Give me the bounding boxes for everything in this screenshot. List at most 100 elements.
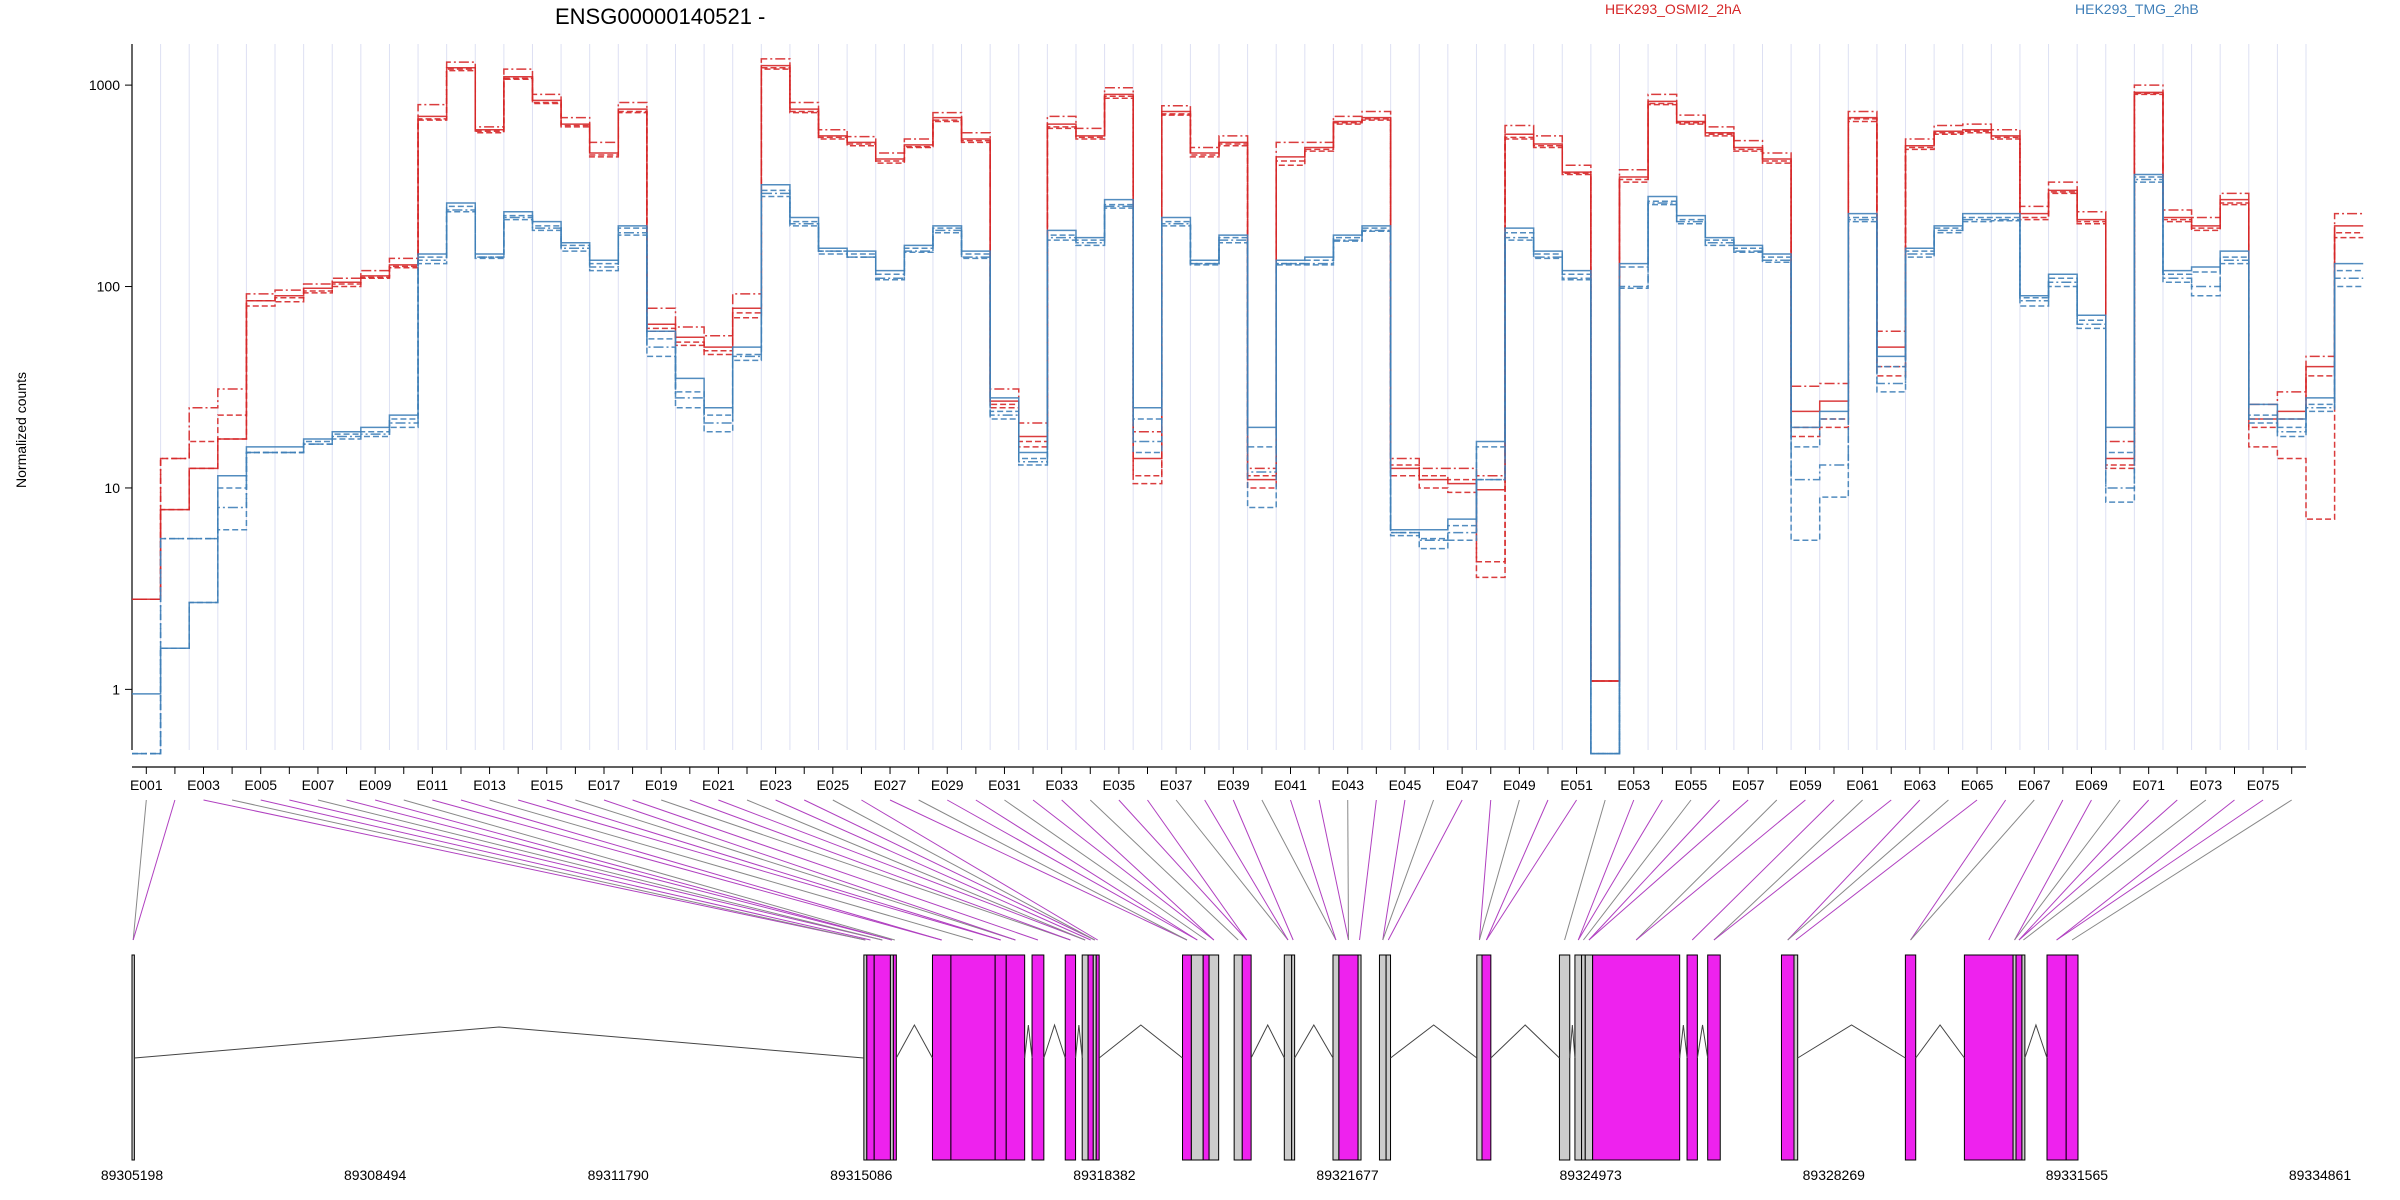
- intron-line: [1915, 1024, 1965, 1059]
- exon-connector: [1290, 799, 1337, 941]
- exon-block: [131, 954, 135, 1161]
- y-tick-label: 1: [112, 681, 120, 697]
- exon-block: [2065, 954, 2079, 1161]
- x-tick-label: E043: [1331, 777, 1364, 793]
- exon-block: [1780, 954, 1795, 1161]
- exon-connector: [1988, 799, 2064, 941]
- exon-connector: [1564, 799, 1606, 941]
- exon-block: [1005, 954, 1026, 1161]
- intron-line: [1043, 1023, 1066, 1059]
- exon-connector: [632, 799, 1039, 941]
- x-tick-label: E055: [1675, 777, 1708, 793]
- x-tick-label: E063: [1903, 777, 1936, 793]
- exon-connector: [575, 799, 1016, 941]
- exon-connector: [432, 799, 942, 941]
- axes: [131, 44, 2306, 768]
- exon-block: [1793, 954, 1799, 1161]
- series-lines: [132, 58, 2364, 755]
- exon-connector: [1588, 799, 1749, 941]
- intron-line: [1098, 1024, 1183, 1059]
- exon-connector: [746, 799, 1086, 941]
- x-tick-label: E013: [473, 777, 506, 793]
- exon-block: [1233, 954, 1243, 1161]
- exon-connector: [460, 799, 942, 941]
- exon-connector: [861, 799, 1098, 941]
- exon-block: [1241, 954, 1252, 1161]
- exon-connector: [661, 799, 1071, 941]
- exon-block: [1581, 954, 1586, 1161]
- genomic-coordinate-label: 89305198: [101, 1167, 164, 1183]
- exon-connector: [1232, 799, 1294, 941]
- exon-block: [1686, 954, 1698, 1161]
- exon-connector: [2014, 799, 2121, 941]
- genomic-axis-labels: 89305198 89308494 89311790 89315086 89318382…: [101, 1167, 2352, 1183]
- x-tick-label: E049: [1503, 777, 1536, 793]
- exon-connector: [1382, 799, 1406, 941]
- exon-connector: [2014, 799, 2092, 941]
- x-tick-label: E059: [1789, 777, 1822, 793]
- exon-block: [1963, 954, 2014, 1161]
- series-2-replicate-line: [132, 173, 2364, 755]
- exon-connector: [1359, 799, 1377, 941]
- exon-connector: [403, 799, 895, 941]
- exon-block: [1095, 954, 1100, 1161]
- exon-connector: [232, 799, 866, 941]
- exon-block: [1081, 954, 1089, 1161]
- x-axis-ticks: E001 E003 E005 E007 E009 E011 E013 E015 E017 E019…: [130, 767, 2293, 793]
- exon-connector: [947, 799, 1198, 941]
- x-tick-label: E021: [702, 777, 735, 793]
- exon-connector: [718, 799, 1086, 941]
- exon-block: [1202, 954, 1210, 1161]
- exon-connector: [689, 799, 1071, 941]
- exon-connector: [489, 799, 974, 941]
- exon-connector: [1713, 799, 1892, 941]
- exon-block: [1558, 954, 1571, 1161]
- x-tick-label: E009: [359, 777, 392, 793]
- genomic-coordinate-label: 89334861: [2289, 1167, 2352, 1183]
- exon-connector: [1204, 799, 1289, 941]
- x-tick-label: E019: [645, 777, 678, 793]
- exon-block: [1332, 954, 1340, 1161]
- exon-connector: [832, 799, 1095, 941]
- exon-connector: [1261, 799, 1337, 941]
- x-tick-label: E075: [2247, 777, 2280, 793]
- exon-block: [892, 954, 897, 1161]
- exon-connector: [132, 799, 176, 941]
- exon-connector: [375, 799, 893, 941]
- exon-connector: [918, 799, 1188, 941]
- y-tick-label: 100: [97, 279, 121, 295]
- exon-connector: [603, 799, 1016, 941]
- exon-block: [1904, 954, 1917, 1161]
- intron-line: [134, 1026, 864, 1059]
- legend-series-2: HEK293_TMG_2hB: [2075, 1, 2199, 17]
- exon-connector: [1387, 799, 1463, 941]
- y-axis-ticks: 1 10 100 1000: [89, 77, 132, 697]
- legend-series-1: HEK293_OSMI2_2hA: [1605, 1, 1742, 17]
- exon-block: [2021, 954, 2026, 1161]
- exon-connector: [1175, 799, 1289, 941]
- series-1-replicate-line: [132, 58, 2364, 682]
- exon-connector: [1478, 799, 1492, 941]
- exon-connector: [889, 799, 1188, 941]
- exon-connector: [1089, 799, 1239, 941]
- exon-connector: [1635, 799, 1806, 941]
- x-tick-label: E061: [1846, 777, 1879, 793]
- exon-connector: [2018, 799, 2150, 941]
- exon-connector: [346, 799, 893, 941]
- x-tick-label: E011: [417, 777, 449, 793]
- exon-connector: [546, 799, 1001, 941]
- intron-line: [1797, 1024, 1906, 1059]
- exon-block: [2015, 954, 2023, 1161]
- intron-line: [1024, 1024, 1033, 1059]
- x-tick-label: E007: [302, 777, 335, 793]
- exon-block: [950, 954, 996, 1161]
- x-tick-label: E057: [1732, 777, 1765, 793]
- exon-connector: [1795, 799, 1978, 941]
- exon-connector: [317, 799, 883, 941]
- exon-block: [1190, 954, 1204, 1161]
- intron-line: [1569, 1024, 1576, 1059]
- exon-connector: [1318, 799, 1349, 941]
- exon-connector: [975, 799, 1198, 941]
- series-2-replicate-line: [132, 181, 2364, 755]
- exon-block: [1584, 954, 1594, 1161]
